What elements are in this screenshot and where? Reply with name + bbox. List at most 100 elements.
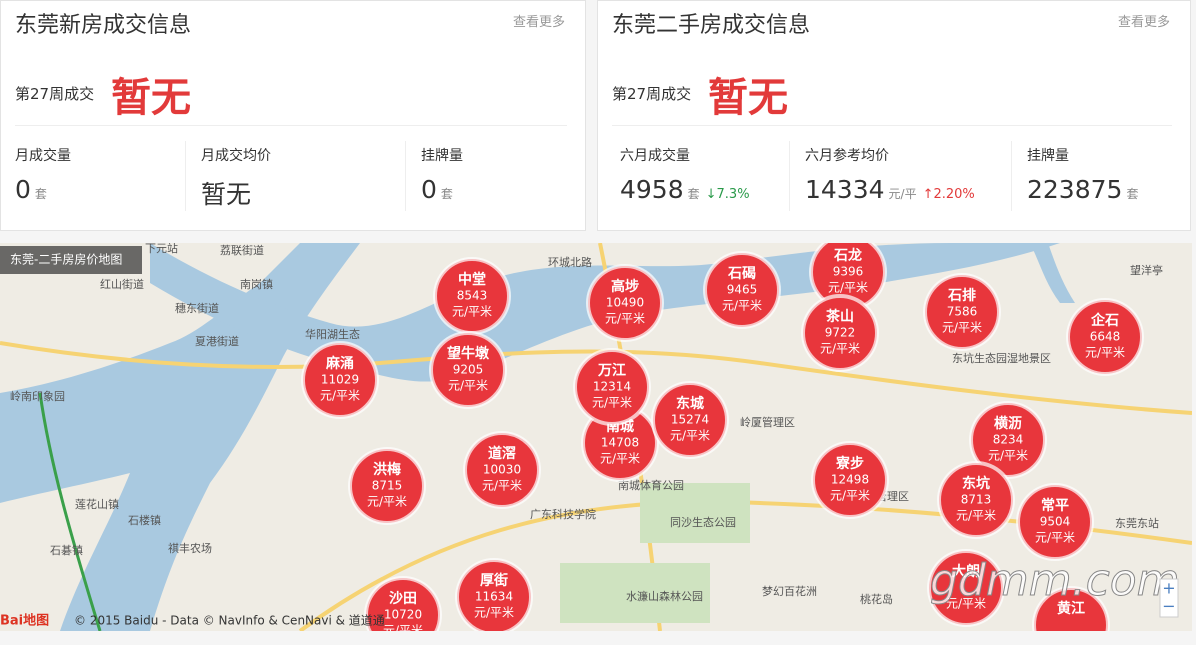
bubble-unit: 元/平米 — [367, 495, 407, 509]
place-label: 石碁镇 — [50, 543, 83, 557]
stat-label: 六月成交量 — [620, 148, 690, 164]
stat: 月成交量 0 套 — [15, 145, 71, 215]
place-label: 夏港街道 — [195, 334, 239, 348]
stat-label: 六月参考均价 — [805, 148, 889, 164]
week-value: 暂无 — [111, 75, 191, 121]
stat-label: 月成交均价 — [201, 148, 271, 164]
bubble-name: 大朗 — [952, 563, 980, 580]
bubble-price: 9396 — [833, 265, 864, 279]
bubble-price: 6648 — [1090, 330, 1121, 344]
bubble-unit: 元/平米 — [828, 281, 868, 295]
bubble-unit: 元/平米 — [820, 342, 860, 356]
zoom-out[interactable]: − — [1162, 597, 1175, 616]
place-label: 莲花山镇 — [75, 497, 119, 511]
river — [1030, 243, 1075, 303]
price-bubble[interactable]: 黄江元/平米 — [1032, 586, 1110, 631]
bubble-price: 8713 — [961, 493, 992, 507]
road — [0, 341, 1192, 415]
stat-label: 月成交量 — [15, 148, 71, 164]
bubble-circle — [429, 331, 507, 409]
bubble-unit: 元/平米 — [946, 597, 986, 611]
place-label: 环城北路 — [548, 256, 592, 269]
rail — [38, 392, 102, 631]
bubble-name: 茶山 — [825, 308, 854, 325]
map[interactable]: 东莞-二手房房价地图 下元站 荔联街道 红山街道 南岗镇 穗东街道 夏港街道 华阳湖生态 岭南… — [0, 243, 1192, 631]
bubble-circle — [364, 576, 442, 631]
unit: 套 — [687, 187, 700, 201]
map-title: 东莞-二手房房价地图 — [10, 252, 122, 267]
place-label: 下元站 — [145, 243, 178, 255]
bubble-circle — [937, 461, 1015, 539]
place-label: 同沙生态公园 — [670, 515, 736, 529]
separator — [789, 141, 790, 211]
panel-title: 东莞新房成交信息 — [15, 13, 192, 38]
place-label: 穗东街道 — [175, 301, 219, 315]
zoom-in[interactable]: + — [1162, 579, 1175, 598]
bubble-circle — [923, 273, 1001, 351]
separator — [1011, 141, 1012, 211]
change: ↓7.3% — [705, 187, 750, 202]
bubble-unit: 元/平米 — [482, 479, 522, 493]
price-bubble[interactable]: 大朗元/平米 — [927, 549, 1005, 627]
zoom-control — [1159, 578, 1179, 618]
bubble-name: 万江 — [597, 362, 626, 379]
bubble-name: 东坑 — [962, 475, 990, 492]
place-label: 东坑生态园湿地景区 — [952, 351, 1051, 365]
bubble-unit: 元/平米 — [320, 389, 360, 403]
bubble-price: 9504 — [1040, 515, 1071, 529]
place-label: 石楼镇 — [128, 513, 161, 527]
bubble-unit: 元/平米 — [592, 396, 632, 410]
bubble-price: 12498 — [831, 473, 869, 487]
value: 0 — [421, 175, 437, 204]
bubble-price: 10720 — [384, 608, 422, 622]
bubble-price: 10490 — [606, 296, 644, 310]
week-label: 第27周成交 — [612, 85, 692, 103]
bubble-unit: 元/平米 — [988, 449, 1028, 463]
more-link[interactable]: 查看更多 — [512, 15, 565, 30]
place-label: 华阳湖生态 — [305, 327, 360, 341]
place-label: 南岗镇 — [240, 277, 273, 291]
unit: 元/平 — [888, 187, 917, 201]
value: 14334 — [805, 175, 885, 204]
bubble-unit: 元/平米 — [942, 321, 982, 335]
more-link[interactable]: 查看更多 — [1117, 15, 1170, 30]
unit: 套 — [34, 187, 47, 201]
bubble-circle — [348, 447, 426, 525]
divider — [15, 125, 567, 126]
bubble-circle — [703, 251, 781, 329]
stat: 挂牌量 223875 套 — [1027, 145, 1138, 215]
bubble-circle — [811, 441, 889, 519]
place-label: 梦幻百花洲 — [762, 585, 817, 598]
bubble-name: 横沥 — [994, 415, 1022, 432]
bubble-circle — [1066, 298, 1144, 376]
place-label: 荔联街道 — [220, 243, 264, 257]
bubble-name: 厚街 — [480, 572, 508, 589]
bubble-circle — [455, 558, 533, 631]
panel: 东莞新房成交信息 查看更多 第27周成交 暂无 月成交量 0 套月成交均价 暂无 挂牌量 0 套 — [0, 0, 586, 231]
bubble-name: 道滘 — [488, 445, 516, 462]
bubble-name: 黄江 — [1057, 600, 1085, 617]
separator — [185, 141, 186, 211]
